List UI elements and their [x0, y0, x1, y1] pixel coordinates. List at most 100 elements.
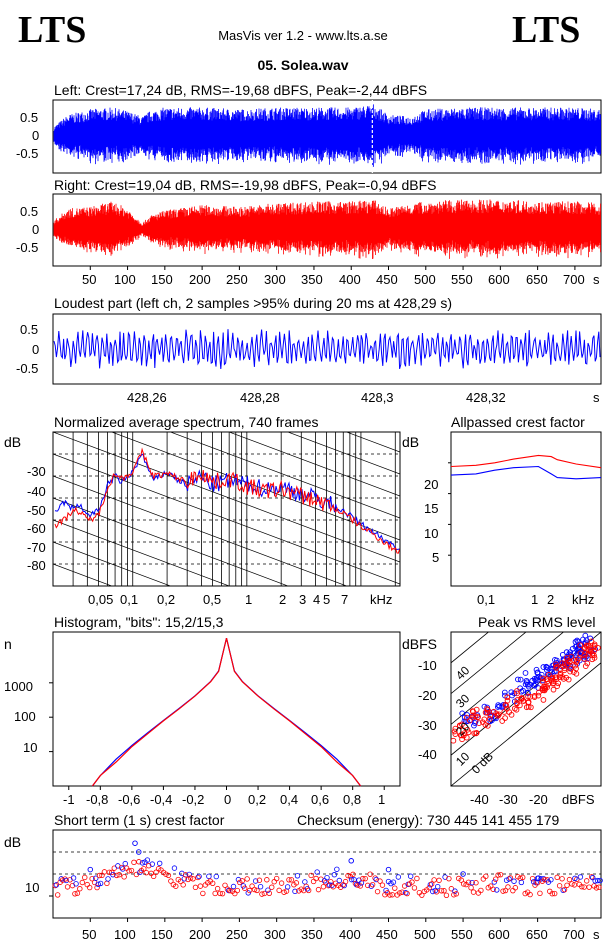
allpass-right-series [450, 454, 602, 469]
time-xtick: 550 [451, 272, 473, 287]
short-crest-point-right [82, 874, 88, 881]
peak-rms-ytick: -30 [418, 718, 437, 733]
short-crest-point-right [136, 859, 142, 865]
peak-rms-point-left [540, 664, 547, 670]
histogram-xtick: -0,6 [118, 792, 141, 807]
short-crest-point-left [324, 874, 330, 881]
peak-rms-point-right [471, 730, 478, 737]
short-crest-point-right [192, 884, 199, 891]
short-crest-xtick: 500 [414, 927, 436, 942]
spectrum-xtick: 1 [245, 592, 253, 607]
histogram-right-series [91, 637, 362, 787]
peak-rms-point-right [501, 709, 508, 715]
short-crest-point-right [212, 890, 218, 897]
peak-rms-point-right [484, 706, 490, 712]
short-crest-point-right [367, 871, 373, 877]
waveform-trace [53, 199, 601, 259]
short-crest-point-right [244, 876, 250, 882]
short-crest-title: Short term (1 s) crest factor [54, 812, 225, 828]
short-crest-point-right [195, 874, 201, 881]
short-crest-ytick: 10 [25, 880, 40, 895]
spectrum-slope-line [53, 300, 400, 430]
short-crest-point-right [537, 890, 543, 897]
peak-rms-point-right [549, 674, 556, 681]
spectrum-xtick: 0,5 [203, 592, 222, 607]
short-crest-xtick: 100 [114, 927, 136, 942]
short-crest-point-right [566, 876, 573, 883]
short-crest-point-left [540, 875, 547, 882]
peak-rms-ytick: -20 [418, 688, 437, 703]
short-crest-point-left [53, 882, 60, 888]
spectrum-slope-line [53, 475, 348, 586]
peak-rms-point-right [514, 690, 520, 697]
allpass-title: Allpassed crest factor [451, 414, 585, 430]
peak-rms-point-left [515, 676, 521, 683]
peak-rms-point-right [502, 715, 508, 721]
short-crest-point-right [596, 884, 602, 890]
peak-rms-point-right [499, 718, 506, 724]
spectrum-xtick: kHz [370, 592, 393, 607]
peak-rms-point-right [539, 678, 546, 685]
short-crest-point-left [368, 883, 374, 889]
peak-rms-point-right [581, 645, 588, 651]
short-crest-xtick: 150 [151, 927, 173, 942]
peak-rms-point-left [508, 689, 515, 696]
left-wave-plot [53, 100, 601, 173]
short-crest-point-right [419, 892, 425, 898]
loudest-part-plot [53, 329, 601, 370]
short-crest-point-left [432, 887, 438, 894]
loudest-ytick: 0 [32, 342, 40, 357]
allpass-xtick: 1 [531, 592, 539, 607]
peak-rms-point-right [568, 653, 575, 660]
short-crest-point-right [281, 889, 287, 895]
short-crest-point-left [265, 887, 271, 893]
short-crest-point-right [527, 891, 533, 898]
short-crest-point-right [104, 880, 110, 887]
peak-rms-point-right [463, 734, 470, 741]
peak-rms-point-left [517, 685, 523, 692]
peak-rms-point-right [476, 720, 482, 726]
short-crest-point-left [302, 879, 308, 885]
peak-rms-point-left [501, 689, 508, 696]
histogram-xtick: -0,2 [182, 792, 205, 807]
peak-rms-ytick: -40 [418, 747, 437, 762]
short-crest-point-left [594, 877, 601, 884]
peak-rms-point-right [465, 729, 472, 736]
short-crest-point-right [89, 876, 95, 882]
short-crest-point-left [435, 883, 441, 890]
short-crest-point-right [510, 887, 516, 894]
peak-rms-point-right [452, 725, 459, 732]
peak-rms-xtick: -40 [470, 792, 489, 807]
histogram-ytick: 10 [23, 740, 38, 755]
short-crest-point-right [441, 888, 447, 894]
peak-rms-point-left [559, 651, 566, 658]
short-crest-point-left [135, 849, 142, 855]
short-crest-point-right [579, 883, 585, 890]
short-crest-point-right [59, 877, 66, 883]
short-crest-point-right [387, 892, 393, 898]
short-crest-xtick: 700 [563, 927, 585, 942]
peak-rms-point-right [553, 665, 559, 671]
time-xtick: 350 [301, 272, 323, 287]
short-crest-xtick: 450 [376, 927, 398, 942]
peak-rms-point-right [479, 719, 486, 726]
peak-rms-point-left [517, 676, 524, 683]
right-wave-plot [53, 199, 601, 270]
time-xtick: 300 [264, 272, 286, 287]
short-crest-xtick: 350 [301, 927, 323, 942]
spectrum-ylabel: dB [4, 434, 22, 450]
allpass-ytick: 20 [424, 477, 439, 492]
short-crest-point-right [219, 890, 226, 897]
peak-rms-point-right [585, 642, 592, 649]
peak-rms-point-left [524, 689, 531, 696]
short-crest-point-right [239, 878, 245, 884]
histogram-title: Histogram, "bits": 15,2/15,3 [54, 614, 224, 630]
short-crest-point-left [511, 878, 517, 884]
short-crest-point-right [438, 888, 445, 894]
spectrum-xtick: 3 [299, 592, 307, 607]
spectrum-slope-line [53, 563, 113, 586]
short-crest-point-right [411, 885, 418, 891]
short-crest-point-left [494, 887, 500, 893]
short-crest-point-right [96, 872, 103, 879]
short-crest-point-left [156, 860, 163, 867]
